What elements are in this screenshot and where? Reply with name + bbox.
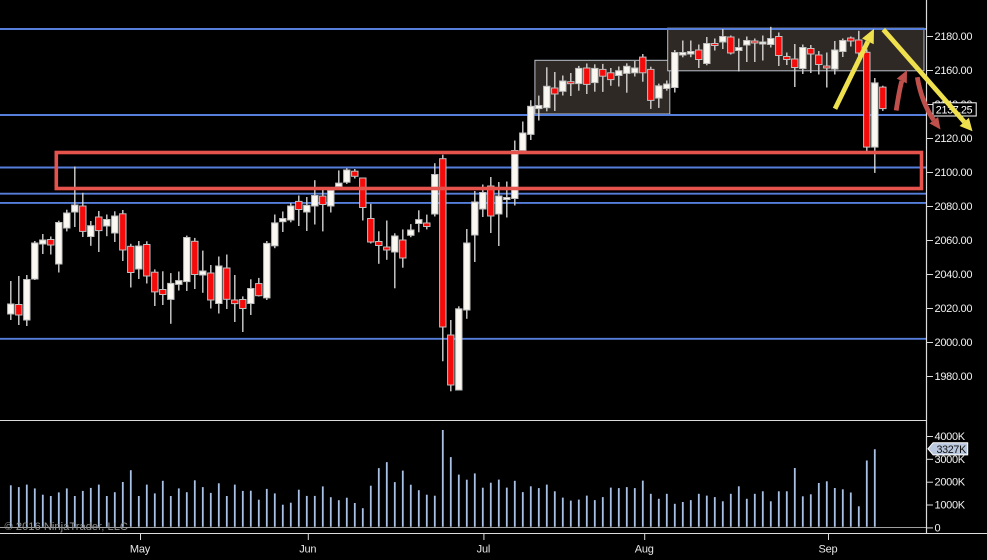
svg-text:2080.00: 2080.00: [935, 201, 973, 213]
svg-text:2180.00: 2180.00: [935, 31, 973, 43]
svg-text:© 2016 NinjaTrader, LLC: © 2016 NinjaTrader, LLC: [5, 521, 129, 533]
svg-text:3000K: 3000K: [935, 454, 966, 466]
svg-text:4000K: 4000K: [935, 431, 966, 443]
svg-text:2040.00: 2040.00: [935, 269, 973, 281]
svg-text:Jun: Jun: [299, 543, 316, 555]
svg-text:2100.00: 2100.00: [935, 167, 973, 179]
svg-text:0: 0: [935, 522, 941, 534]
svg-text:3327K: 3327K: [937, 444, 968, 456]
svg-text:2000.00: 2000.00: [935, 337, 973, 349]
svg-text:2160.00: 2160.00: [935, 65, 973, 77]
svg-text:2120.00: 2120.00: [935, 133, 973, 145]
svg-text:1000K: 1000K: [935, 500, 966, 512]
svg-text:2020.00: 2020.00: [935, 303, 973, 315]
svg-text:1980.00: 1980.00: [935, 371, 973, 383]
svg-text:Aug: Aug: [635, 543, 654, 555]
svg-text:2060.00: 2060.00: [935, 235, 973, 247]
svg-text:May: May: [130, 543, 151, 555]
svg-text:Jul: Jul: [477, 543, 490, 555]
svg-text:2000K: 2000K: [935, 477, 966, 489]
svg-text:Sep: Sep: [819, 543, 838, 555]
